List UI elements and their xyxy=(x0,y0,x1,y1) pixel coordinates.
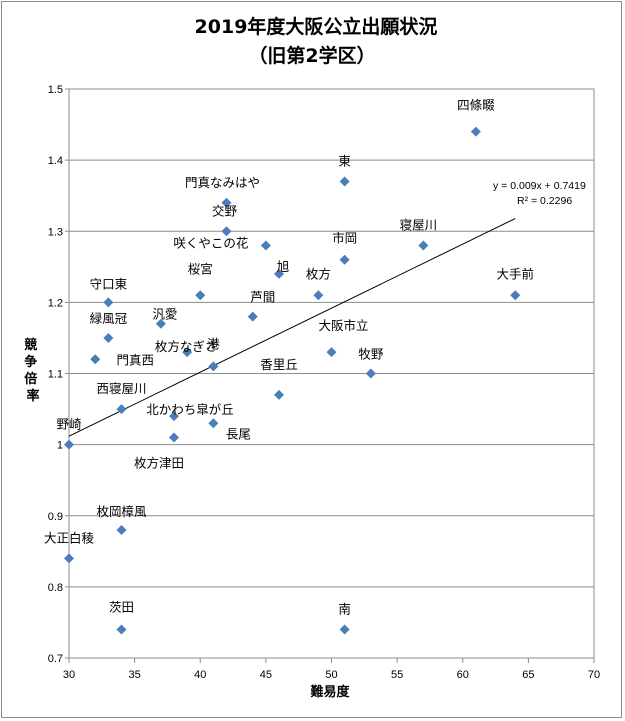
data-point xyxy=(339,176,350,187)
trendline xyxy=(68,218,516,437)
data-point xyxy=(208,418,219,429)
data-label: 市岡 xyxy=(332,231,357,246)
x-tick-label: 70 xyxy=(588,669,600,681)
data-point xyxy=(182,347,193,358)
data-label: 守口東 xyxy=(90,276,128,291)
data-label: 北かわち皐が丘 xyxy=(146,402,234,417)
data-point xyxy=(90,354,101,365)
data-label: 緑風冠 xyxy=(90,311,128,326)
data-point xyxy=(418,240,429,251)
data-label: 大正白稜 xyxy=(44,530,95,545)
data-point xyxy=(103,297,114,308)
y-tick-label: 1.3 xyxy=(48,226,63,238)
data-point xyxy=(169,411,179,422)
data-point xyxy=(221,197,232,208)
y-axis-title: 競 争 倍 率 xyxy=(24,337,42,404)
data-point xyxy=(155,318,166,329)
data-points xyxy=(64,126,521,635)
x-tick-label: 45 xyxy=(260,669,272,681)
data-label: 枚方津田 xyxy=(134,456,184,471)
data-label: 咲くやこの花 xyxy=(173,235,248,250)
data-label: 四條畷 xyxy=(457,98,495,113)
x-axis-ticks: 30 35 40 45 50 55 60 65 70 xyxy=(63,658,600,681)
data-label: 寝屋川 xyxy=(400,217,438,232)
data-point xyxy=(365,368,376,379)
y-tick-label: 1.2 xyxy=(48,297,63,309)
y-tick-label: 0.9 xyxy=(48,511,63,523)
y-tick-label: 1.5 xyxy=(48,84,63,96)
x-tick-label: 40 xyxy=(194,669,206,681)
data-label: 枚方 xyxy=(306,266,331,281)
data-label: 汎愛 xyxy=(152,307,177,322)
data-label: 東 xyxy=(338,153,351,168)
data-label: 牧野 xyxy=(358,347,384,362)
x-tick-label: 65 xyxy=(522,669,534,681)
y-tick-label: 0.7 xyxy=(48,653,63,665)
data-point xyxy=(64,553,74,564)
data-point xyxy=(339,624,350,635)
data-label: 港 xyxy=(207,336,220,351)
y-tick-label: 1.1 xyxy=(48,369,63,381)
data-label: 門真西 xyxy=(116,352,154,367)
data-point xyxy=(116,524,127,535)
y-tick-label: 1 xyxy=(57,440,63,452)
x-axis-title: 難易度 xyxy=(310,684,350,700)
data-point xyxy=(247,311,258,322)
x-tick-label: 60 xyxy=(457,669,469,681)
data-point xyxy=(116,404,127,415)
chart-subtitle: （旧第2学区） xyxy=(248,44,375,67)
data-label: 野崎 xyxy=(56,417,82,432)
data-label: 門真なみはや xyxy=(185,175,260,190)
data-point xyxy=(510,290,521,301)
data-label: 大阪市立 xyxy=(318,318,368,333)
x-tick-label: 55 xyxy=(391,669,403,681)
x-tick-label: 30 xyxy=(63,669,75,681)
trendline-group xyxy=(68,218,516,437)
data-point xyxy=(326,347,337,358)
data-label: 長尾 xyxy=(226,426,251,441)
y-tick-label: 0.8 xyxy=(48,582,63,594)
y-axis-ticks: 0.7 0.8 0.9 1 1.1 1.2 1.3 1.4 1.5 xyxy=(48,84,69,665)
data-point xyxy=(470,126,481,137)
data-point xyxy=(260,240,271,251)
y-tick-label: 1.4 xyxy=(48,155,63,167)
chart-title: 2019年度大阪公立出願状況 xyxy=(195,15,438,38)
data-point xyxy=(116,624,127,635)
data-label: 旭 xyxy=(277,259,290,274)
trendline-r2: R² = 0.2296 xyxy=(517,195,572,207)
data-point xyxy=(208,361,219,372)
data-point xyxy=(313,290,324,301)
data-point xyxy=(64,439,74,450)
gridlines xyxy=(69,88,594,659)
data-point xyxy=(221,226,232,237)
data-label: 南 xyxy=(338,602,351,617)
data-point xyxy=(339,254,350,265)
data-label: 枚岡樟風 xyxy=(96,504,147,519)
trendline-equation: y = 0.009x + 0.7419 xyxy=(493,180,586,192)
x-tick-label: 35 xyxy=(129,669,141,681)
data-label: 西寝屋川 xyxy=(96,381,146,396)
data-label: 交野 xyxy=(212,203,238,218)
data-point xyxy=(195,290,206,301)
data-label: 茨田 xyxy=(109,600,134,615)
data-label: 枚方なぎさ xyxy=(155,339,218,354)
data-point xyxy=(274,268,284,279)
data-label: 芦間 xyxy=(250,290,275,305)
x-tick-label: 50 xyxy=(325,669,337,681)
data-point xyxy=(274,389,284,400)
data-label: 桜宮 xyxy=(188,261,213,276)
data-label: 大手前 xyxy=(496,266,534,281)
data-point xyxy=(103,332,114,343)
data-point xyxy=(169,432,179,443)
data-label: 香里丘 xyxy=(260,357,298,372)
